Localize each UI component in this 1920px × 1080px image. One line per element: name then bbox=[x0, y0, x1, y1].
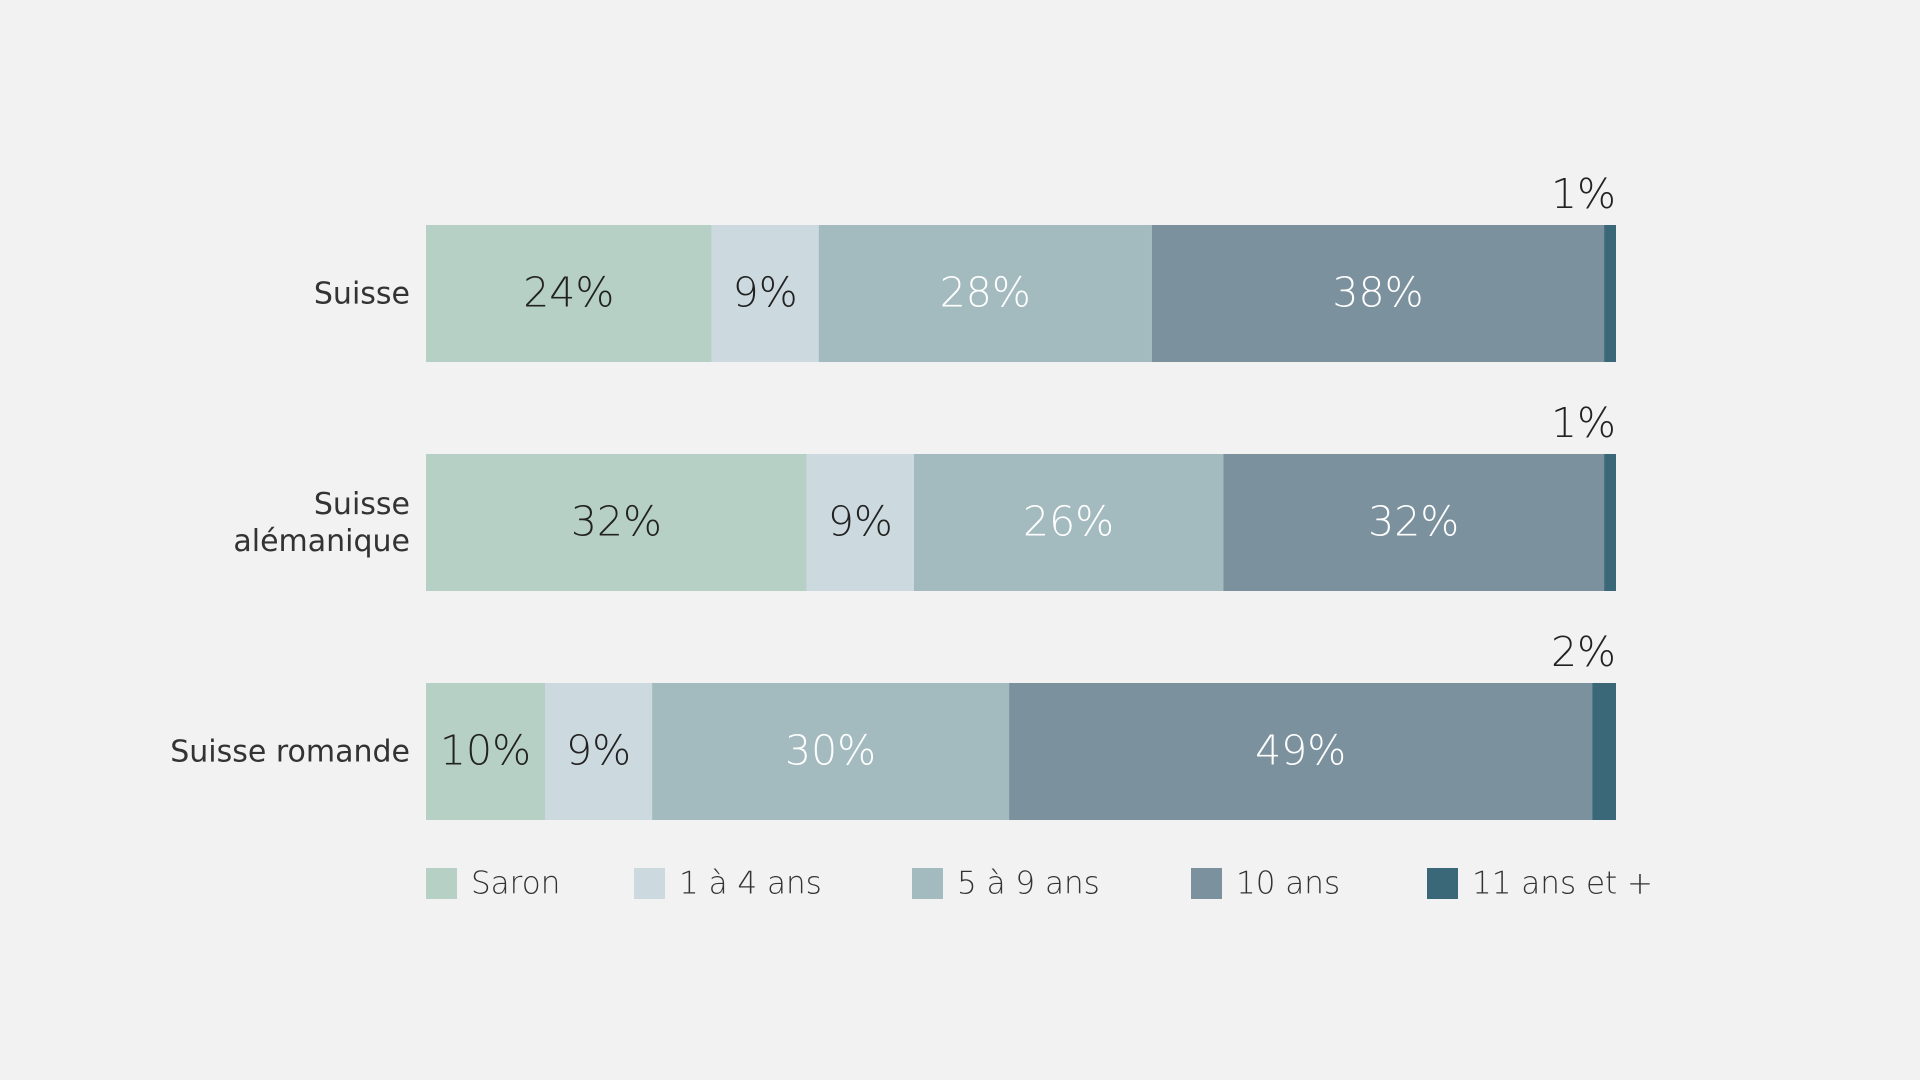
value-label: 49% bbox=[1255, 727, 1346, 775]
value-label: 10% bbox=[440, 727, 531, 775]
value-label: 30% bbox=[785, 727, 876, 775]
category-label: Suisse romande bbox=[170, 734, 410, 769]
value-label: 26% bbox=[1023, 498, 1114, 546]
value-label: 9% bbox=[566, 727, 631, 775]
legend-swatch bbox=[1191, 868, 1222, 899]
category-label: Suisse bbox=[313, 276, 410, 311]
bar-segment bbox=[1592, 683, 1616, 820]
bar-segment bbox=[1151, 225, 1605, 362]
value-label: 1% bbox=[1551, 170, 1616, 218]
value-label: 1% bbox=[1551, 399, 1616, 447]
bar-segment bbox=[1223, 454, 1605, 591]
bar-segment bbox=[426, 454, 807, 591]
bar-segment bbox=[913, 454, 1224, 591]
bar-segment bbox=[1604, 454, 1616, 591]
value-label: 32% bbox=[1368, 498, 1459, 546]
bar-segment bbox=[652, 683, 1010, 820]
legend-label: 10 ans bbox=[1236, 866, 1340, 902]
value-label: 2% bbox=[1551, 628, 1616, 676]
legend-swatch bbox=[912, 868, 943, 899]
legend-swatch bbox=[634, 868, 665, 899]
legend-label: Saron bbox=[471, 866, 560, 902]
legend-label: 5 à 9 ans bbox=[957, 866, 1100, 902]
value-label: 38% bbox=[1332, 269, 1423, 317]
value-label: 9% bbox=[733, 269, 798, 317]
category-label: Suisse alémanique bbox=[233, 486, 410, 559]
legend-label: 11 ans et + bbox=[1472, 866, 1653, 902]
bar-segment bbox=[1009, 683, 1593, 820]
legend-swatch bbox=[1427, 868, 1458, 899]
bar-segment bbox=[1604, 225, 1616, 362]
bar-segment bbox=[426, 683, 545, 820]
value-label: 24% bbox=[523, 269, 614, 317]
value-label: 28% bbox=[940, 269, 1031, 317]
value-label: 32% bbox=[571, 498, 662, 546]
bar-segment bbox=[426, 225, 712, 362]
bar-segment bbox=[711, 225, 819, 362]
legend-label: 1 à 4 ans bbox=[679, 866, 822, 902]
bar-segment bbox=[806, 454, 914, 591]
legend-swatch bbox=[426, 868, 457, 899]
bar-segment bbox=[818, 225, 1152, 362]
bar-segment bbox=[545, 683, 653, 820]
value-label: 9% bbox=[828, 498, 893, 546]
